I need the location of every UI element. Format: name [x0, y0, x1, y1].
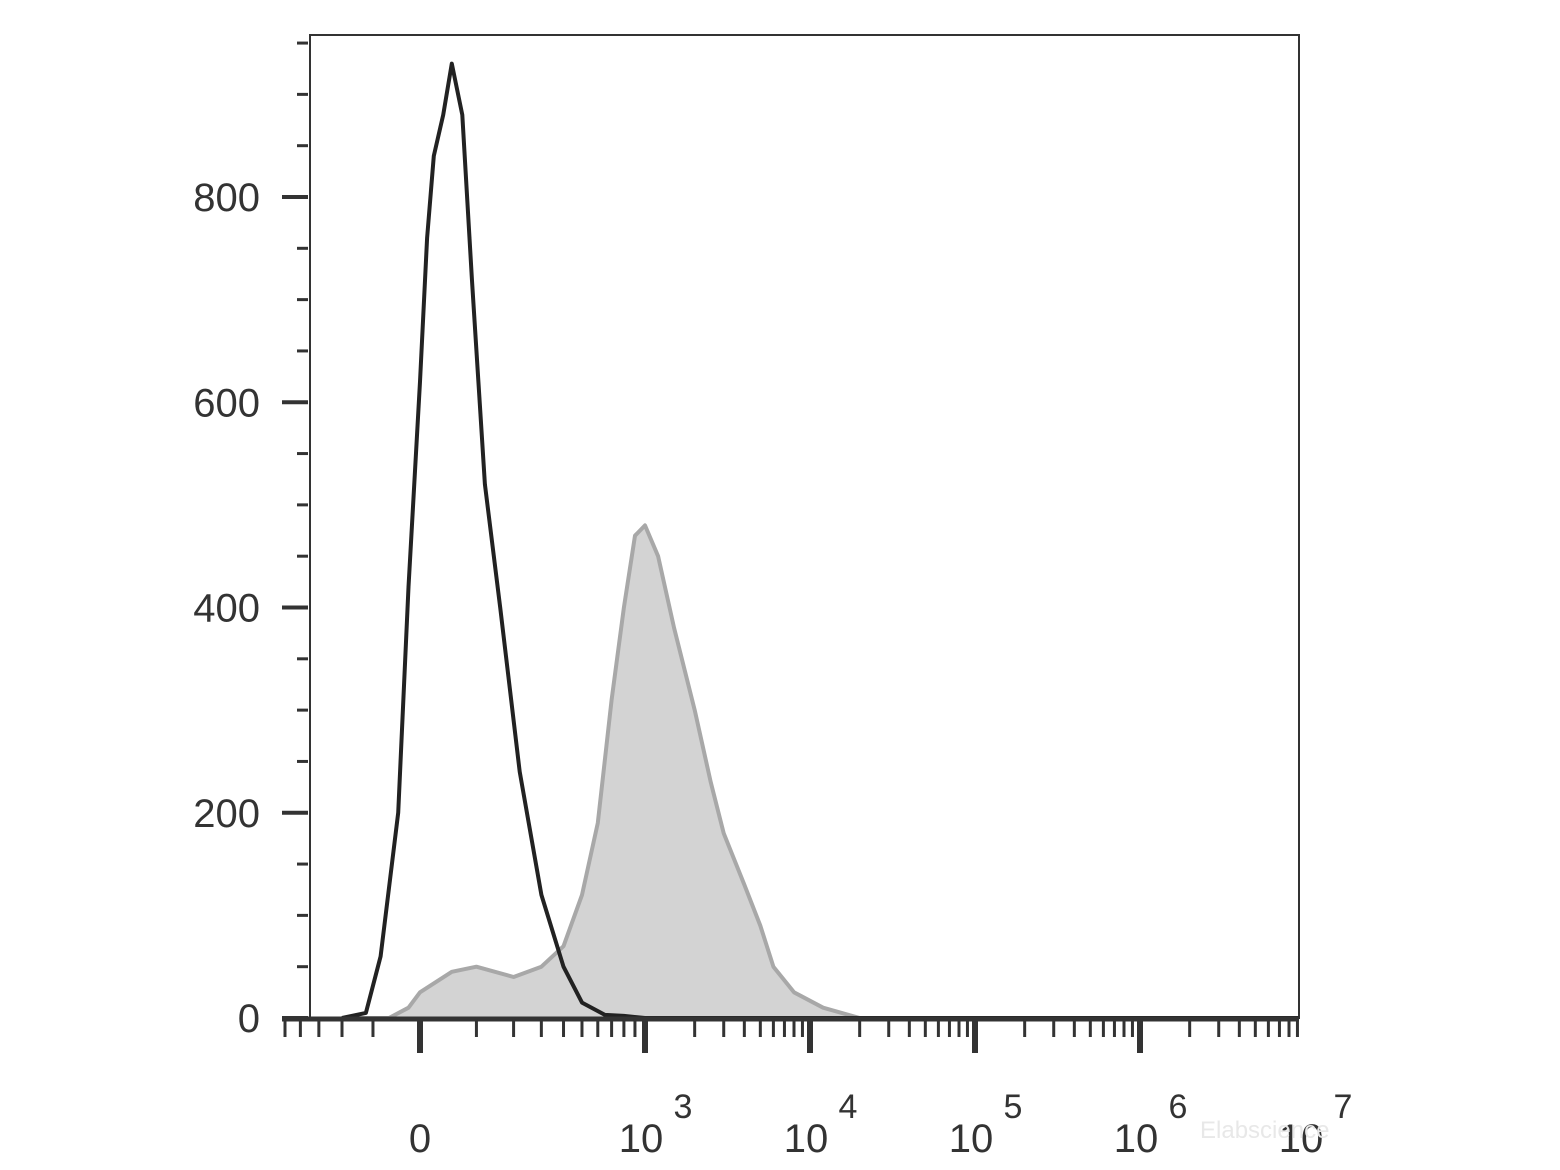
y-tick-label: 800 — [193, 176, 260, 220]
x-tick-label: 10 — [949, 1117, 994, 1161]
x-tick-label: 10 — [619, 1117, 664, 1161]
x-tick-label: 0 — [409, 1117, 431, 1161]
x-tick-label: 10 — [1279, 1117, 1324, 1161]
y-tick-label: 0 — [238, 997, 260, 1041]
y-tick-label: 200 — [193, 792, 260, 836]
x-tick-exponent: 5 — [1004, 1088, 1023, 1126]
y-tick-label: 600 — [193, 381, 260, 425]
y-axis: 0 200 400 600 800 — [193, 41, 308, 1041]
x-tick-exponent: 6 — [1169, 1088, 1188, 1126]
watermark-text: Elabscience — [1200, 1117, 1329, 1144]
x-tick-exponent: 7 — [1334, 1088, 1353, 1126]
y-tick-label: 400 — [193, 587, 260, 631]
x-tick-label: 10 — [1114, 1117, 1159, 1161]
x-tick-label: 10 — [784, 1117, 829, 1161]
x-tick-exponent: 3 — [674, 1088, 693, 1126]
series-line-0 — [342, 523, 1299, 1020]
plot-frame — [309, 34, 1300, 1019]
x-axis: 0 10 3 10 4 10 5 10 6 10 7 — [282, 1016, 1353, 1161]
x-tick-exponent: 4 — [839, 1088, 858, 1126]
